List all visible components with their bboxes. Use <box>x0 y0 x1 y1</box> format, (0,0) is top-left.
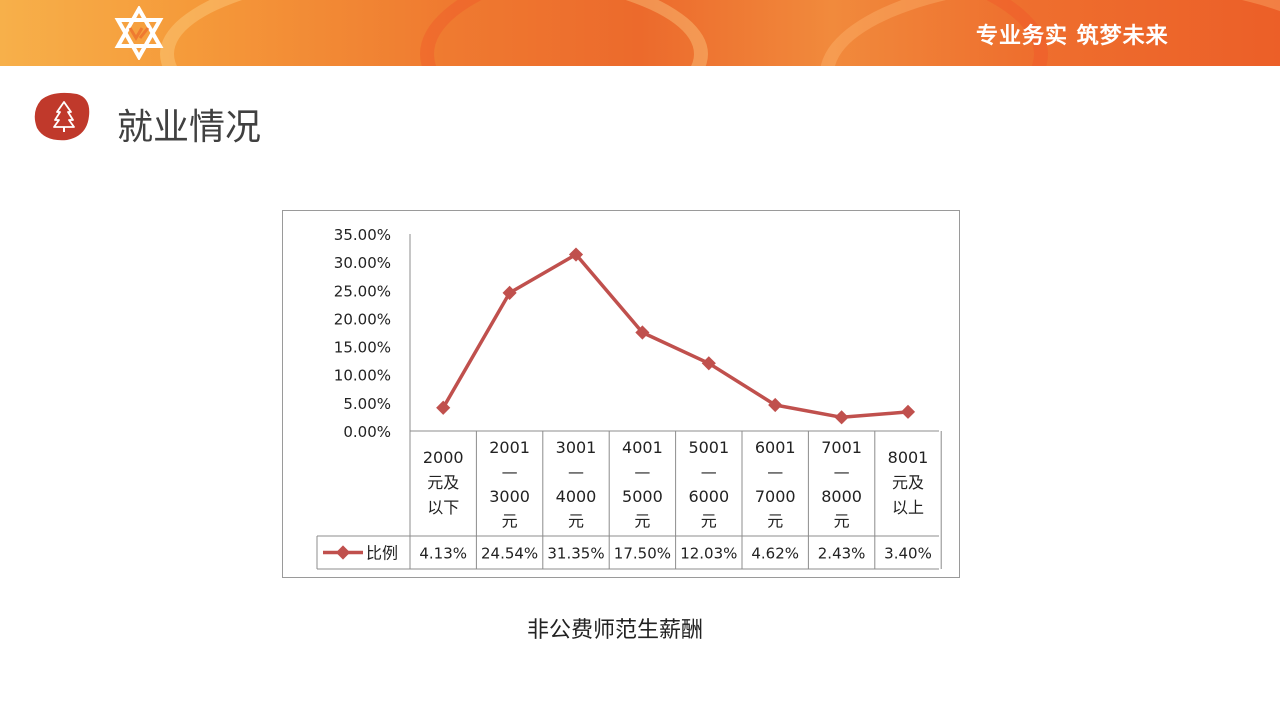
y-tick-label: 25.00% <box>334 282 391 300</box>
slogan: 专业务实 筑梦未来 <box>976 24 1169 49</box>
x-category-label: 4001 <box>622 438 663 457</box>
x-category-label: 2000 <box>423 448 464 467</box>
data-point <box>701 356 716 371</box>
x-category-label: — <box>767 463 783 482</box>
x-category-label: 元 <box>634 512 650 531</box>
x-category-label: 7001 <box>821 438 862 457</box>
x-category-label: 2001 <box>489 438 530 457</box>
x-category-label: 6001 <box>755 438 796 457</box>
star-logo-icon <box>114 6 164 60</box>
header-banner: 专业务实 筑梦未来 <box>0 0 1280 66</box>
data-value-label: 17.50% <box>614 545 671 563</box>
tree-icon <box>34 92 90 141</box>
data-point <box>834 410 849 425</box>
x-category-label: — <box>701 463 717 482</box>
data-value-label: 2.43% <box>818 545 866 563</box>
x-category-label: 以下 <box>427 498 459 517</box>
x-category-label: 3001 <box>556 438 597 457</box>
x-category-label: — <box>834 463 850 482</box>
x-category-label: 元 <box>701 512 717 531</box>
data-value-label: 4.62% <box>751 545 799 563</box>
x-category-label: 4000 <box>556 487 597 506</box>
data-value-label: 31.35% <box>547 545 604 563</box>
x-category-label: 元 <box>568 512 584 531</box>
y-tick-label: 15.00% <box>334 339 391 357</box>
y-tick-label: 0.00% <box>343 423 391 441</box>
x-category-label: — <box>568 463 584 482</box>
x-category-label: 元及 <box>427 473 459 492</box>
y-tick-label: 10.00% <box>334 367 391 385</box>
x-category-label: 以上 <box>892 498 924 517</box>
data-value-label: 3.40% <box>884 545 932 563</box>
x-category-label: — <box>634 463 650 482</box>
legend-marker <box>335 545 351 560</box>
chart-canvas: 0.00% 5.00% 10.00% 15.00% 20.00% 25.00% 30.00%… <box>316 226 942 570</box>
x-category-label: 元 <box>767 512 783 531</box>
x-category-label: 元及 <box>892 473 924 492</box>
y-tick-label: 35.00% <box>334 226 391 244</box>
data-value-label: 4.13% <box>419 545 467 563</box>
x-category-label: 6000 <box>688 487 729 506</box>
x-category-label: 5000 <box>622 487 663 506</box>
x-category-label: 元 <box>834 512 850 531</box>
x-category-label: 元 <box>502 512 518 531</box>
data-point <box>436 400 451 415</box>
data-point <box>900 404 916 419</box>
x-category-label: — <box>502 463 518 482</box>
y-tick-label: 5.00% <box>343 395 391 413</box>
section-title: 就业情况 <box>117 107 262 148</box>
legend-label: 比例 <box>366 544 398 563</box>
x-category-label: 3000 <box>489 487 530 506</box>
data-point <box>768 397 783 413</box>
chart-caption: 非公费师范生薪酬 <box>526 618 703 643</box>
y-tick-label: 20.00% <box>334 310 391 328</box>
data-value-label: 12.03% <box>680 545 737 563</box>
y-tick-label: 30.00% <box>334 254 391 272</box>
data-point <box>502 285 517 300</box>
salary-chart: 0.00% 5.00% 10.00% 15.00% 20.00% 25.00% 30.00%… <box>282 210 960 578</box>
x-category-label: 8001 <box>888 448 929 467</box>
series-line <box>441 252 909 420</box>
x-category-label: 7000 <box>755 487 796 506</box>
x-category-label: 8000 <box>821 487 862 506</box>
data-value-label: 24.54% <box>481 545 538 563</box>
x-category-label: 5001 <box>688 438 729 457</box>
